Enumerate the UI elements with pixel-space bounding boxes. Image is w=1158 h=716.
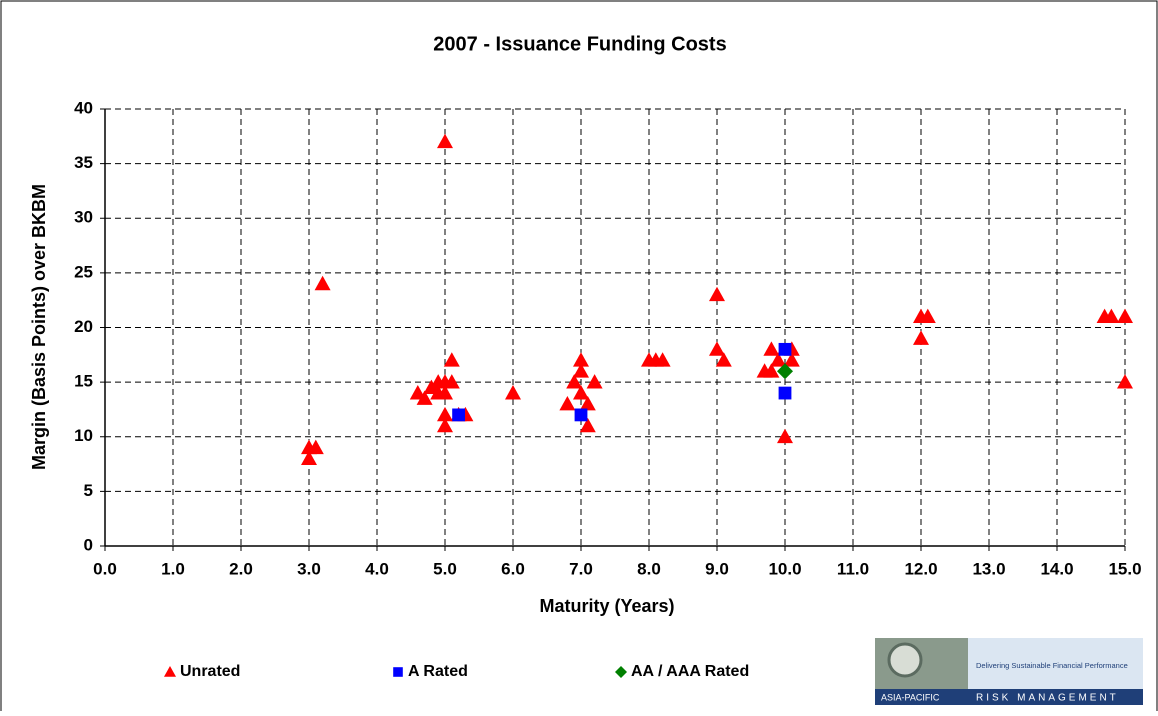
legend-label: A Rated [408, 663, 468, 680]
chart-title: 2007 - Issuance Funding Costs [433, 33, 726, 55]
legend-marker [393, 667, 403, 677]
point [452, 409, 465, 422]
logo-icon [889, 644, 921, 676]
x-tick-label: 1.0 [161, 559, 185, 578]
x-tick-label: 8.0 [637, 559, 661, 578]
y-axis-label: Margin (Basis Points) over BKBM [29, 184, 49, 470]
x-tick-label: 12.0 [904, 559, 937, 578]
x-tick-label: 2.0 [229, 559, 253, 578]
x-tick-label: 3.0 [297, 559, 321, 578]
y-tick-label: 20 [74, 317, 93, 336]
x-tick-label: 0.0 [93, 559, 117, 578]
x-tick-label: 5.0 [433, 559, 457, 578]
point [779, 387, 792, 400]
x-tick-label: 13.0 [972, 559, 1005, 578]
y-tick-label: 40 [74, 98, 93, 117]
point [779, 343, 792, 356]
x-tick-label: 4.0 [365, 559, 389, 578]
y-tick-label: 35 [74, 153, 93, 172]
chart: 2007 - Issuance Funding Costs Maturity (… [0, 0, 1158, 711]
y-tick-label: 5 [84, 481, 93, 500]
y-tick-label: 25 [74, 262, 93, 281]
legend-label: AA / AAA Rated [631, 663, 749, 680]
y-tick-label: 0 [84, 535, 93, 554]
y-tick-label: 30 [74, 208, 93, 227]
legend-label: Unrated [180, 663, 240, 680]
x-axis-label: Maturity (Years) [539, 596, 674, 616]
y-tick-label: 15 [74, 372, 93, 391]
x-tick-label: 11.0 [837, 559, 869, 578]
x-tick-label: 7.0 [569, 559, 593, 578]
x-tick-label: 6.0 [501, 559, 525, 578]
x-tick-label: 15.0 [1108, 559, 1141, 578]
logo-region: ASIA-PACIFIC [881, 692, 940, 702]
x-tick-label: 14.0 [1040, 559, 1073, 578]
x-tick-label: 9.0 [705, 559, 729, 578]
logo: Delivering Sustainable Financial Perform… [875, 638, 1143, 705]
logo-tagline: Delivering Sustainable Financial Perform… [976, 661, 1128, 670]
logo-name: RISK MANAGEMENT [976, 693, 1119, 704]
y-tick-label: 10 [74, 426, 93, 445]
point [575, 409, 588, 422]
x-tick-label: 10.0 [768, 559, 801, 578]
